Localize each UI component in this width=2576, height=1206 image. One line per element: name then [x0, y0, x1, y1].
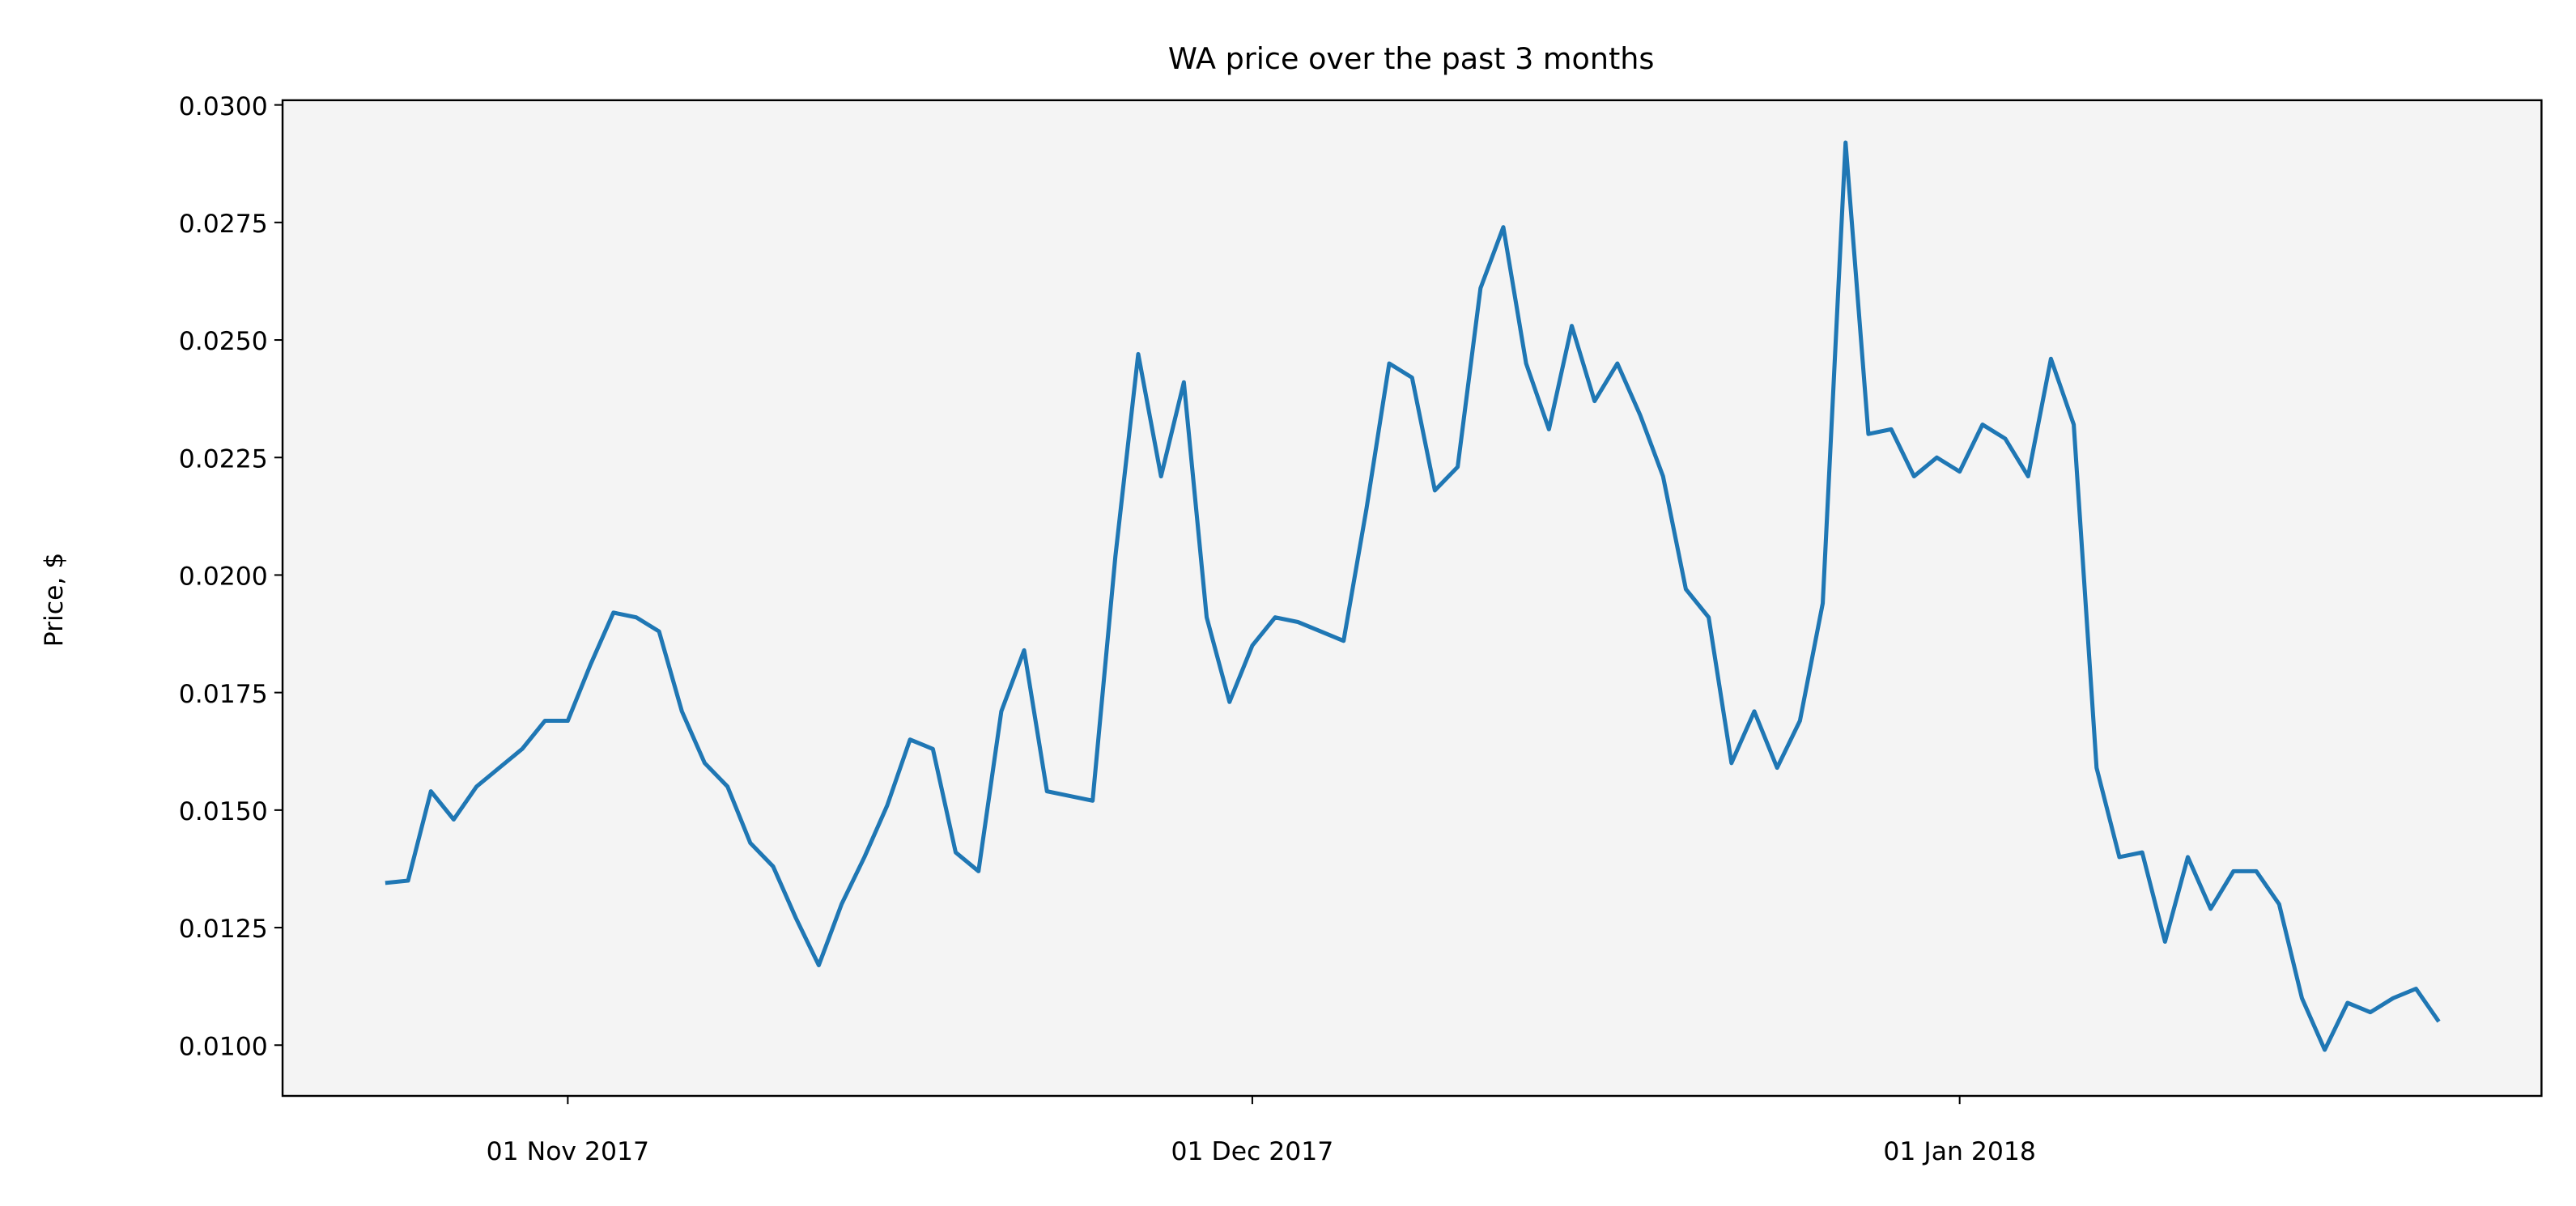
y-tick-label: 0.0300 — [179, 92, 268, 121]
y-tick-label: 0.0150 — [179, 797, 268, 826]
plot-frame — [281, 99, 2543, 1098]
y-tick-label: 0.0175 — [179, 680, 268, 709]
y-tick-label: 0.0250 — [179, 327, 268, 356]
y-axis-label: Price, $ — [40, 553, 69, 648]
y-tick-label: 0.0100 — [179, 1032, 268, 1061]
price-line — [385, 140, 2441, 1052]
plot-background — [283, 100, 2542, 1096]
x-tick-label: 01 Nov 2017 — [487, 1137, 649, 1166]
chart-title: WA price over the past 3 months — [1168, 41, 1655, 76]
x-tick-label: 01 Dec 2017 — [1171, 1137, 1334, 1166]
y-tick-label: 0.0125 — [179, 915, 268, 944]
y-tick-label: 0.0275 — [179, 210, 268, 239]
x-tick-label: 01 Jan 2018 — [1883, 1137, 2035, 1166]
y-tick-label: 0.0200 — [179, 563, 268, 592]
y-tick-label: 0.0225 — [179, 444, 268, 473]
